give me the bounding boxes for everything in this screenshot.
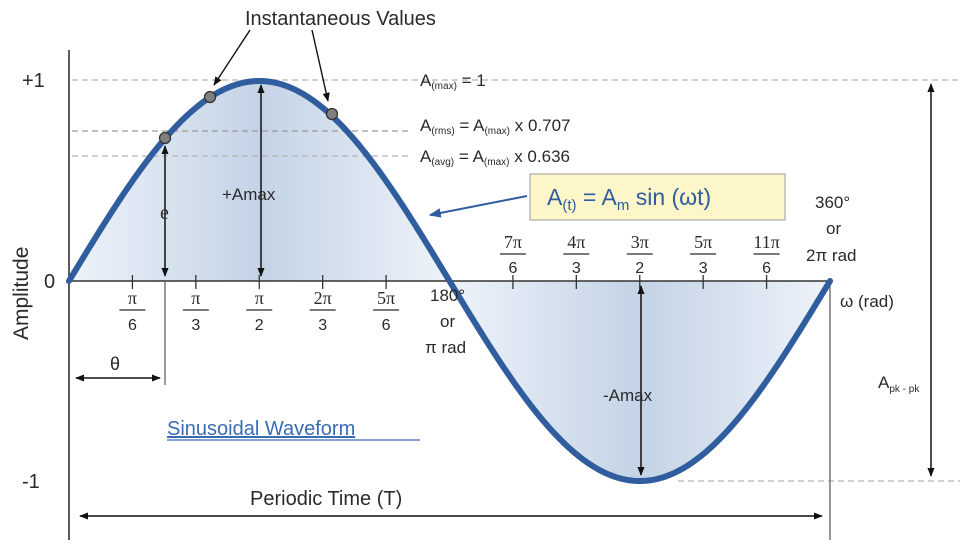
max-line-label: A(max) = 1 — [420, 71, 486, 92]
deg360-line1: 360° — [815, 193, 850, 212]
instant-point-3 — [325, 107, 339, 121]
fraction-below-2-denominator: 3 — [191, 317, 200, 334]
fraction-above-3-numerator: 3π — [631, 232, 649, 252]
fraction-below-3-denominator: 2 — [255, 317, 264, 334]
fraction-above-2-denominator: 3 — [572, 260, 581, 277]
fraction-below-4: 2π 3 — [309, 288, 336, 334]
deg360-line3: 2π rad — [806, 246, 856, 265]
deg360-line2: or — [826, 219, 841, 238]
y-tick-zero: 0 — [44, 271, 55, 293]
theta-label: θ — [110, 354, 120, 374]
fraction-below-4-denominator: 3 — [318, 317, 327, 334]
fraction-above-4: 5π3 — [690, 232, 717, 277]
fraction-above-1-numerator: 7π — [504, 232, 522, 252]
fraction-below-3: π2 — [246, 288, 273, 334]
fraction-below-5-numerator: 5π — [377, 288, 395, 308]
negative-half-cycle-fill — [449, 281, 830, 481]
fraction-above-2: 4π3 — [563, 232, 590, 277]
instant-arrow-left — [213, 29, 251, 86]
peak-to-peak-label: Apk - pk — [878, 373, 920, 395]
fraction-above-4-numerator: 5π — [694, 232, 712, 252]
fraction-below-2: π3 — [182, 288, 209, 334]
fraction-above-4-denominator: 3 — [699, 260, 708, 277]
fraction-above-3-denominator: 2 — [635, 260, 644, 277]
y-tick-minus-one: -1 — [22, 471, 40, 493]
deg180-line3: π rad — [425, 338, 466, 357]
positive-half-cycle-fill — [69, 81, 450, 281]
sine-waveform — [66, 77, 833, 485]
fraction-above-5-denominator: 6 — [762, 260, 771, 277]
instant-arrow-right — [311, 29, 330, 102]
fraction-below-4-numerator: 2π — [314, 288, 332, 308]
fraction-below-5-denominator: 6 — [382, 317, 391, 334]
formula-pointer-arrow — [428, 195, 528, 218]
fraction-above-5-numerator: 11π — [753, 232, 779, 252]
instant-point-1 — [158, 131, 172, 145]
instantaneous-values-label: Instantaneous Values — [245, 8, 436, 30]
avg-line-label: A(avg) = A(max) x 0.636 — [420, 147, 570, 168]
formula-box — [529, 173, 786, 221]
periodic-time-label: Periodic Time (T) — [250, 488, 402, 510]
instant-point-2 — [203, 90, 217, 104]
rms-line-label: A(rms) = A(max) x 0.707 — [420, 116, 571, 137]
fraction-below-1: π6 — [119, 288, 146, 334]
fraction-below-1-numerator: π — [128, 288, 137, 308]
fraction-above-1-denominator: 6 — [508, 260, 517, 277]
y-tick-plus-one: +1 — [22, 70, 45, 92]
fraction-above-1: 7π6 — [499, 232, 526, 277]
deg180-line1: 180° — [430, 286, 465, 305]
y-axis-label: Amplitude — [10, 247, 33, 340]
instant-e-label: e — [160, 202, 169, 224]
waveform-title[interactable]: Sinusoidal Waveform — [167, 418, 355, 440]
x-axis-label: ω (rad) — [840, 292, 894, 311]
pos-amax-label: +Amax — [222, 185, 276, 204]
x-axis-ticks — [131, 275, 768, 289]
fraction-above-3: 3π2 — [626, 232, 653, 277]
fraction-below-1-denominator: 6 — [128, 317, 137, 334]
fraction-below-3-numerator: π — [255, 288, 264, 308]
fraction-above-2-numerator: 4π — [567, 232, 585, 252]
formula-text: A(t) = Am sin (ωt) — [547, 184, 711, 214]
deg180-line2: or — [440, 312, 455, 331]
neg-amax-label: -Amax — [603, 386, 653, 405]
fraction-below-2-numerator: π — [191, 288, 200, 308]
fraction-below-5: 5π 6 — [373, 288, 400, 334]
